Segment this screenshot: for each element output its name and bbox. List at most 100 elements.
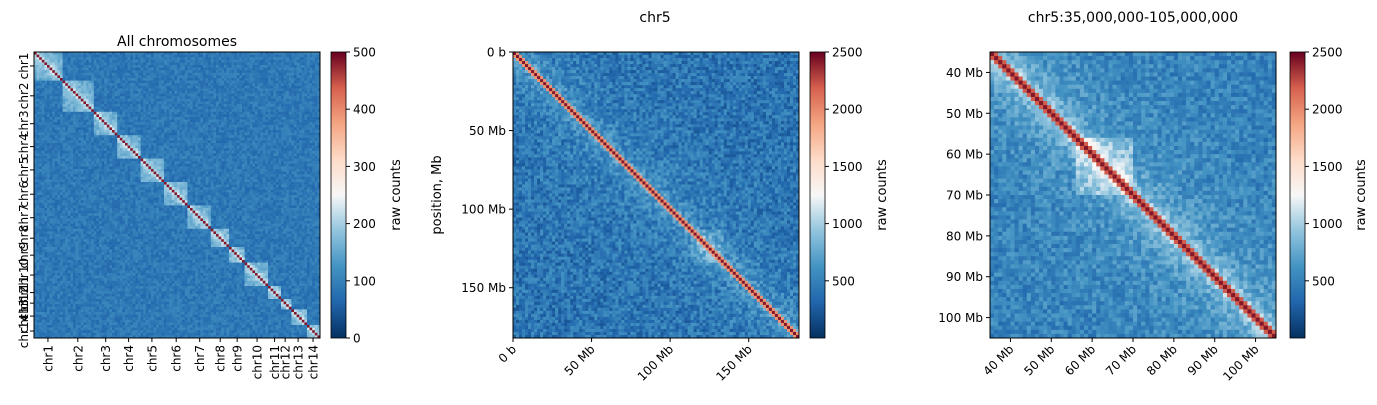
- heatmap-cell: [164, 91, 167, 94]
- heatmap-cell: [167, 143, 170, 146]
- heatmap-cell: [44, 73, 47, 76]
- heatmap-cell: [258, 75, 261, 78]
- heatmap-cell: [260, 86, 263, 89]
- heatmap-cell: [81, 65, 84, 68]
- heatmap-cell: [39, 153, 42, 156]
- heatmap-cell: [294, 112, 297, 115]
- heatmap-cell: [297, 88, 300, 91]
- heatmap-cell: [310, 78, 313, 81]
- heatmap-cell: [68, 107, 71, 110]
- heatmap-cell: [185, 88, 188, 91]
- heatmap-cell: [117, 127, 120, 130]
- heatmap-cell: [138, 117, 141, 120]
- heatmap-cell: [68, 86, 71, 89]
- heatmap-cell: [52, 133, 55, 136]
- heatmap-cell: [281, 109, 284, 112]
- heatmap-cell: [44, 94, 47, 97]
- heatmap-cell: [299, 122, 302, 125]
- heatmap-cell: [141, 127, 144, 130]
- heatmap-cell: [265, 55, 268, 58]
- heatmap-cell: [83, 156, 86, 159]
- heatmap-cell: [255, 161, 258, 164]
- heatmap-cell: [161, 122, 164, 125]
- heatmap-cell: [271, 107, 274, 110]
- heatmap-cell: [276, 75, 279, 78]
- heatmap-cell: [122, 140, 125, 143]
- heatmap-cell: [232, 104, 235, 107]
- heatmap-cell: [187, 78, 190, 81]
- heatmap-cell: [302, 120, 305, 123]
- heatmap-cell: [190, 86, 193, 89]
- heatmap-cell: [245, 107, 248, 110]
- heatmap-cell: [143, 153, 146, 156]
- heatmap-cell: [312, 117, 315, 120]
- heatmap-cell: [281, 81, 284, 84]
- heatmap-cell: [177, 99, 180, 102]
- heatmap-cell: [78, 55, 81, 58]
- heatmap-cell: [39, 127, 42, 130]
- heatmap-cell: [304, 73, 307, 76]
- heatmap-cell: [169, 81, 172, 84]
- heatmap-cell: [260, 99, 263, 102]
- heatmap-cell: [44, 159, 47, 162]
- heatmap-cell: [146, 117, 149, 120]
- heatmap-cell: [78, 109, 81, 112]
- heatmap-cell: [232, 135, 235, 138]
- heatmap-cell: [310, 143, 313, 146]
- heatmap-cell: [260, 78, 263, 81]
- heatmap-cell: [104, 81, 107, 84]
- heatmap-cell: [190, 161, 193, 164]
- heatmap-cell: [273, 117, 276, 120]
- heatmap-cell: [107, 65, 110, 68]
- heatmap-cell: [268, 140, 271, 143]
- heatmap-cell: [289, 135, 292, 138]
- heatmap-cell: [99, 101, 102, 104]
- heatmap-cell: [242, 138, 245, 141]
- heatmap-cell: [86, 125, 89, 128]
- heatmap-cell: [143, 62, 146, 65]
- heatmap-cell: [39, 148, 42, 151]
- heatmap-cell: [198, 153, 201, 156]
- heatmap-cell: [148, 68, 151, 71]
- heatmap-cell: [211, 99, 214, 102]
- heatmap-cell: [312, 88, 315, 91]
- heatmap-cell: [81, 81, 84, 84]
- heatmap-cell: [206, 91, 209, 94]
- heatmap-cell: [44, 156, 47, 159]
- heatmap-cell: [83, 143, 86, 146]
- heatmap-cell: [312, 104, 315, 107]
- heatmap-cell: [112, 99, 115, 102]
- heatmap-cell: [154, 55, 157, 58]
- heatmap-cell: [315, 143, 318, 146]
- heatmap-cell: [81, 86, 84, 89]
- heatmap-cell: [94, 62, 97, 65]
- heatmap-cell: [89, 120, 92, 123]
- heatmap-cell: [52, 109, 55, 112]
- heatmap-cell: [216, 151, 219, 154]
- heatmap-cell: [177, 148, 180, 151]
- heatmap-cell: [148, 81, 151, 84]
- heatmap-cell: [42, 55, 45, 58]
- heatmap-cell: [237, 156, 240, 159]
- heatmap-cell: [125, 104, 128, 107]
- heatmap-cell: [154, 101, 157, 104]
- heatmap-cell: [47, 135, 50, 138]
- heatmap-cell: [55, 122, 58, 125]
- heatmap-cell: [299, 135, 302, 138]
- heatmap-cell: [297, 159, 300, 162]
- heatmap-cell: [156, 117, 159, 120]
- heatmap-cell: [42, 73, 45, 76]
- heatmap-cell: [237, 88, 240, 91]
- heatmap-cell: [224, 120, 227, 123]
- heatmap-cell: [57, 60, 60, 63]
- heatmap-cell: [232, 140, 235, 143]
- heatmap-cell: [65, 88, 68, 91]
- heatmap-cell: [297, 125, 300, 128]
- heatmap-cell: [122, 133, 125, 136]
- heatmap-cell: [297, 60, 300, 63]
- heatmap-cell: [107, 112, 110, 115]
- heatmap-cell: [115, 73, 118, 76]
- heatmap-cell: [107, 148, 110, 151]
- heatmap-cell: [99, 156, 102, 159]
- heatmap-cell: [182, 78, 185, 81]
